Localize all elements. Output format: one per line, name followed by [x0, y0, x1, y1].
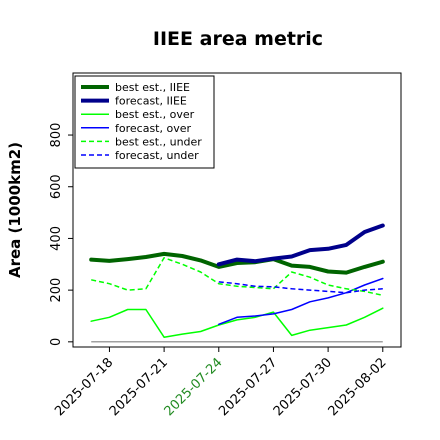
chart-title: IIEE area metric — [153, 28, 323, 50]
y-tick-label: 800 — [49, 123, 64, 148]
series-line-2 — [90, 307, 384, 338]
legend-entry-label: forecast, IIEE — [115, 95, 187, 108]
plot-area-frame — [72, 72, 402, 348]
y-tick-label: 0 — [49, 338, 64, 346]
series-line-1 — [216, 223, 385, 267]
y-axis-label: Area (1000km2) — [6, 142, 24, 278]
y-tick-label: 200 — [49, 278, 64, 303]
y-axis: 0 200 400 600 800 — [49, 123, 73, 346]
series-line-5 — [218, 281, 383, 294]
legend-entry-label: forecast, under — [115, 149, 199, 162]
series-line-4 — [91, 257, 383, 297]
x-axis: 2025-07-182025-07-212025-07-242025-07-27… — [52, 347, 390, 419]
series-line-0 — [89, 251, 385, 275]
y-tick-label: 400 — [49, 226, 64, 251]
legend-entry-label: forecast, over — [115, 122, 191, 135]
legend-entry-label: best est., under — [115, 135, 202, 148]
y-tick-label: 600 — [49, 174, 64, 199]
series-group — [89, 223, 385, 338]
series-line-3 — [218, 277, 384, 326]
legend-entry-label: best est., over — [115, 108, 195, 121]
legend-entry-label: best est., IIEE — [115, 81, 190, 94]
legend-box — [74, 75, 215, 169]
x-tick-label: 2025-08-02 — [326, 355, 390, 419]
